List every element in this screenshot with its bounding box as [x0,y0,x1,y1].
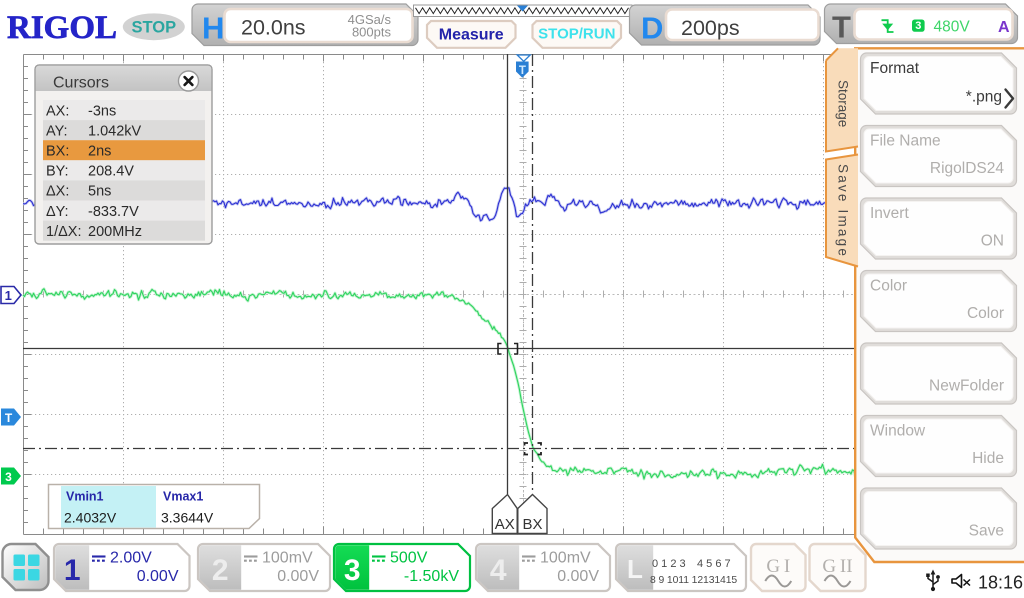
svg-text:Vmin1: Vmin1 [66,490,104,504]
svg-text:Save: Save [969,523,1004,540]
svg-text:L: L [627,554,643,584]
svg-text:8 9 1011 12131415: 8 9 1011 12131415 [650,575,737,586]
svg-text:A: A [998,19,1010,36]
svg-text:AX:: AX: [46,103,69,119]
svg-text:T: T [832,10,851,45]
svg-text:G II: G II [822,556,852,577]
svg-text:3: 3 [915,20,921,32]
svg-text:4: 4 [490,554,507,587]
svg-text:Color: Color [870,278,907,295]
svg-text:2.00V: 2.00V [110,550,152,567]
svg-text:STOP: STOP [131,19,176,37]
svg-text:AY:: AY: [46,123,68,139]
svg-text:RIGOL: RIGOL [7,10,117,46]
svg-text:Storage: Storage [836,80,851,127]
svg-text:AX: AX [495,516,515,533]
svg-text:100mV: 100mV [262,550,313,567]
svg-text:480V: 480V [934,19,971,36]
svg-text:200ps: 200ps [681,16,740,40]
svg-text:BX: BX [522,516,542,533]
svg-text:ΔY:: ΔY: [46,204,69,220]
svg-text:18:16: 18:16 [978,573,1023,593]
svg-text:3: 3 [5,470,12,484]
svg-text:100mV: 100mV [540,550,591,567]
svg-text:800pts: 800pts [352,25,392,40]
svg-text:NewFolder: NewFolder [929,378,1004,395]
svg-text:1/ΔX:: 1/ΔX: [46,224,81,240]
svg-text:Window: Window [870,423,926,440]
svg-text:4 5 6 7: 4 5 6 7 [697,558,731,570]
svg-text:208.4V: 208.4V [88,164,134,180]
svg-text:Cursors: Cursors [53,75,109,92]
svg-text:4GSa/s: 4GSa/s [348,12,392,27]
svg-text:2ns: 2ns [88,144,111,160]
svg-text:0 1 2 3: 0 1 2 3 [652,558,686,570]
svg-text:BX:: BX: [46,144,69,160]
svg-text:Color: Color [967,305,1004,322]
svg-text:STOP/RUN: STOP/RUN [538,26,615,43]
svg-text:2.4032V: 2.4032V [64,510,117,526]
svg-text:Hide: Hide [972,450,1004,467]
svg-text:BY:: BY: [46,164,69,180]
svg-text:T: T [5,411,13,425]
svg-text:0.00V: 0.00V [557,568,599,585]
svg-text:Format: Format [870,60,920,77]
svg-text:-3ns: -3ns [88,103,116,119]
svg-text:Save Image: Save Image [836,164,851,258]
svg-text:Measure: Measure [439,27,504,44]
svg-text:File Name: File Name [870,133,941,150]
svg-text:*.png: *.png [966,89,1002,106]
svg-text:Invert: Invert [870,205,909,222]
svg-text:ΔX:: ΔX: [46,184,69,200]
svg-text:-1.50kV: -1.50kV [404,568,459,585]
svg-text:RigolDS24: RigolDS24 [930,160,1004,177]
svg-text:0.00V: 0.00V [277,568,319,585]
svg-text:T: T [519,65,526,77]
svg-text:3.3644V: 3.3644V [161,510,214,526]
svg-text:G I: G I [766,556,790,577]
svg-text:ON: ON [981,233,1004,250]
svg-text:500V: 500V [390,550,428,567]
svg-text:1.042kV: 1.042kV [88,123,142,139]
svg-text:0.00V: 0.00V [137,568,179,585]
svg-text:Vmax1: Vmax1 [163,490,203,504]
svg-text:20.0ns: 20.0ns [241,16,306,40]
svg-text:3: 3 [344,554,361,587]
svg-text:200MHz: 200MHz [88,224,142,240]
svg-text:1: 1 [5,288,12,303]
svg-text:2: 2 [212,554,229,587]
svg-text:D: D [641,10,663,45]
svg-text:1: 1 [64,554,81,587]
svg-text:-833.7V: -833.7V [88,204,139,220]
svg-text:H: H [202,11,224,46]
svg-text:5ns: 5ns [88,184,111,200]
